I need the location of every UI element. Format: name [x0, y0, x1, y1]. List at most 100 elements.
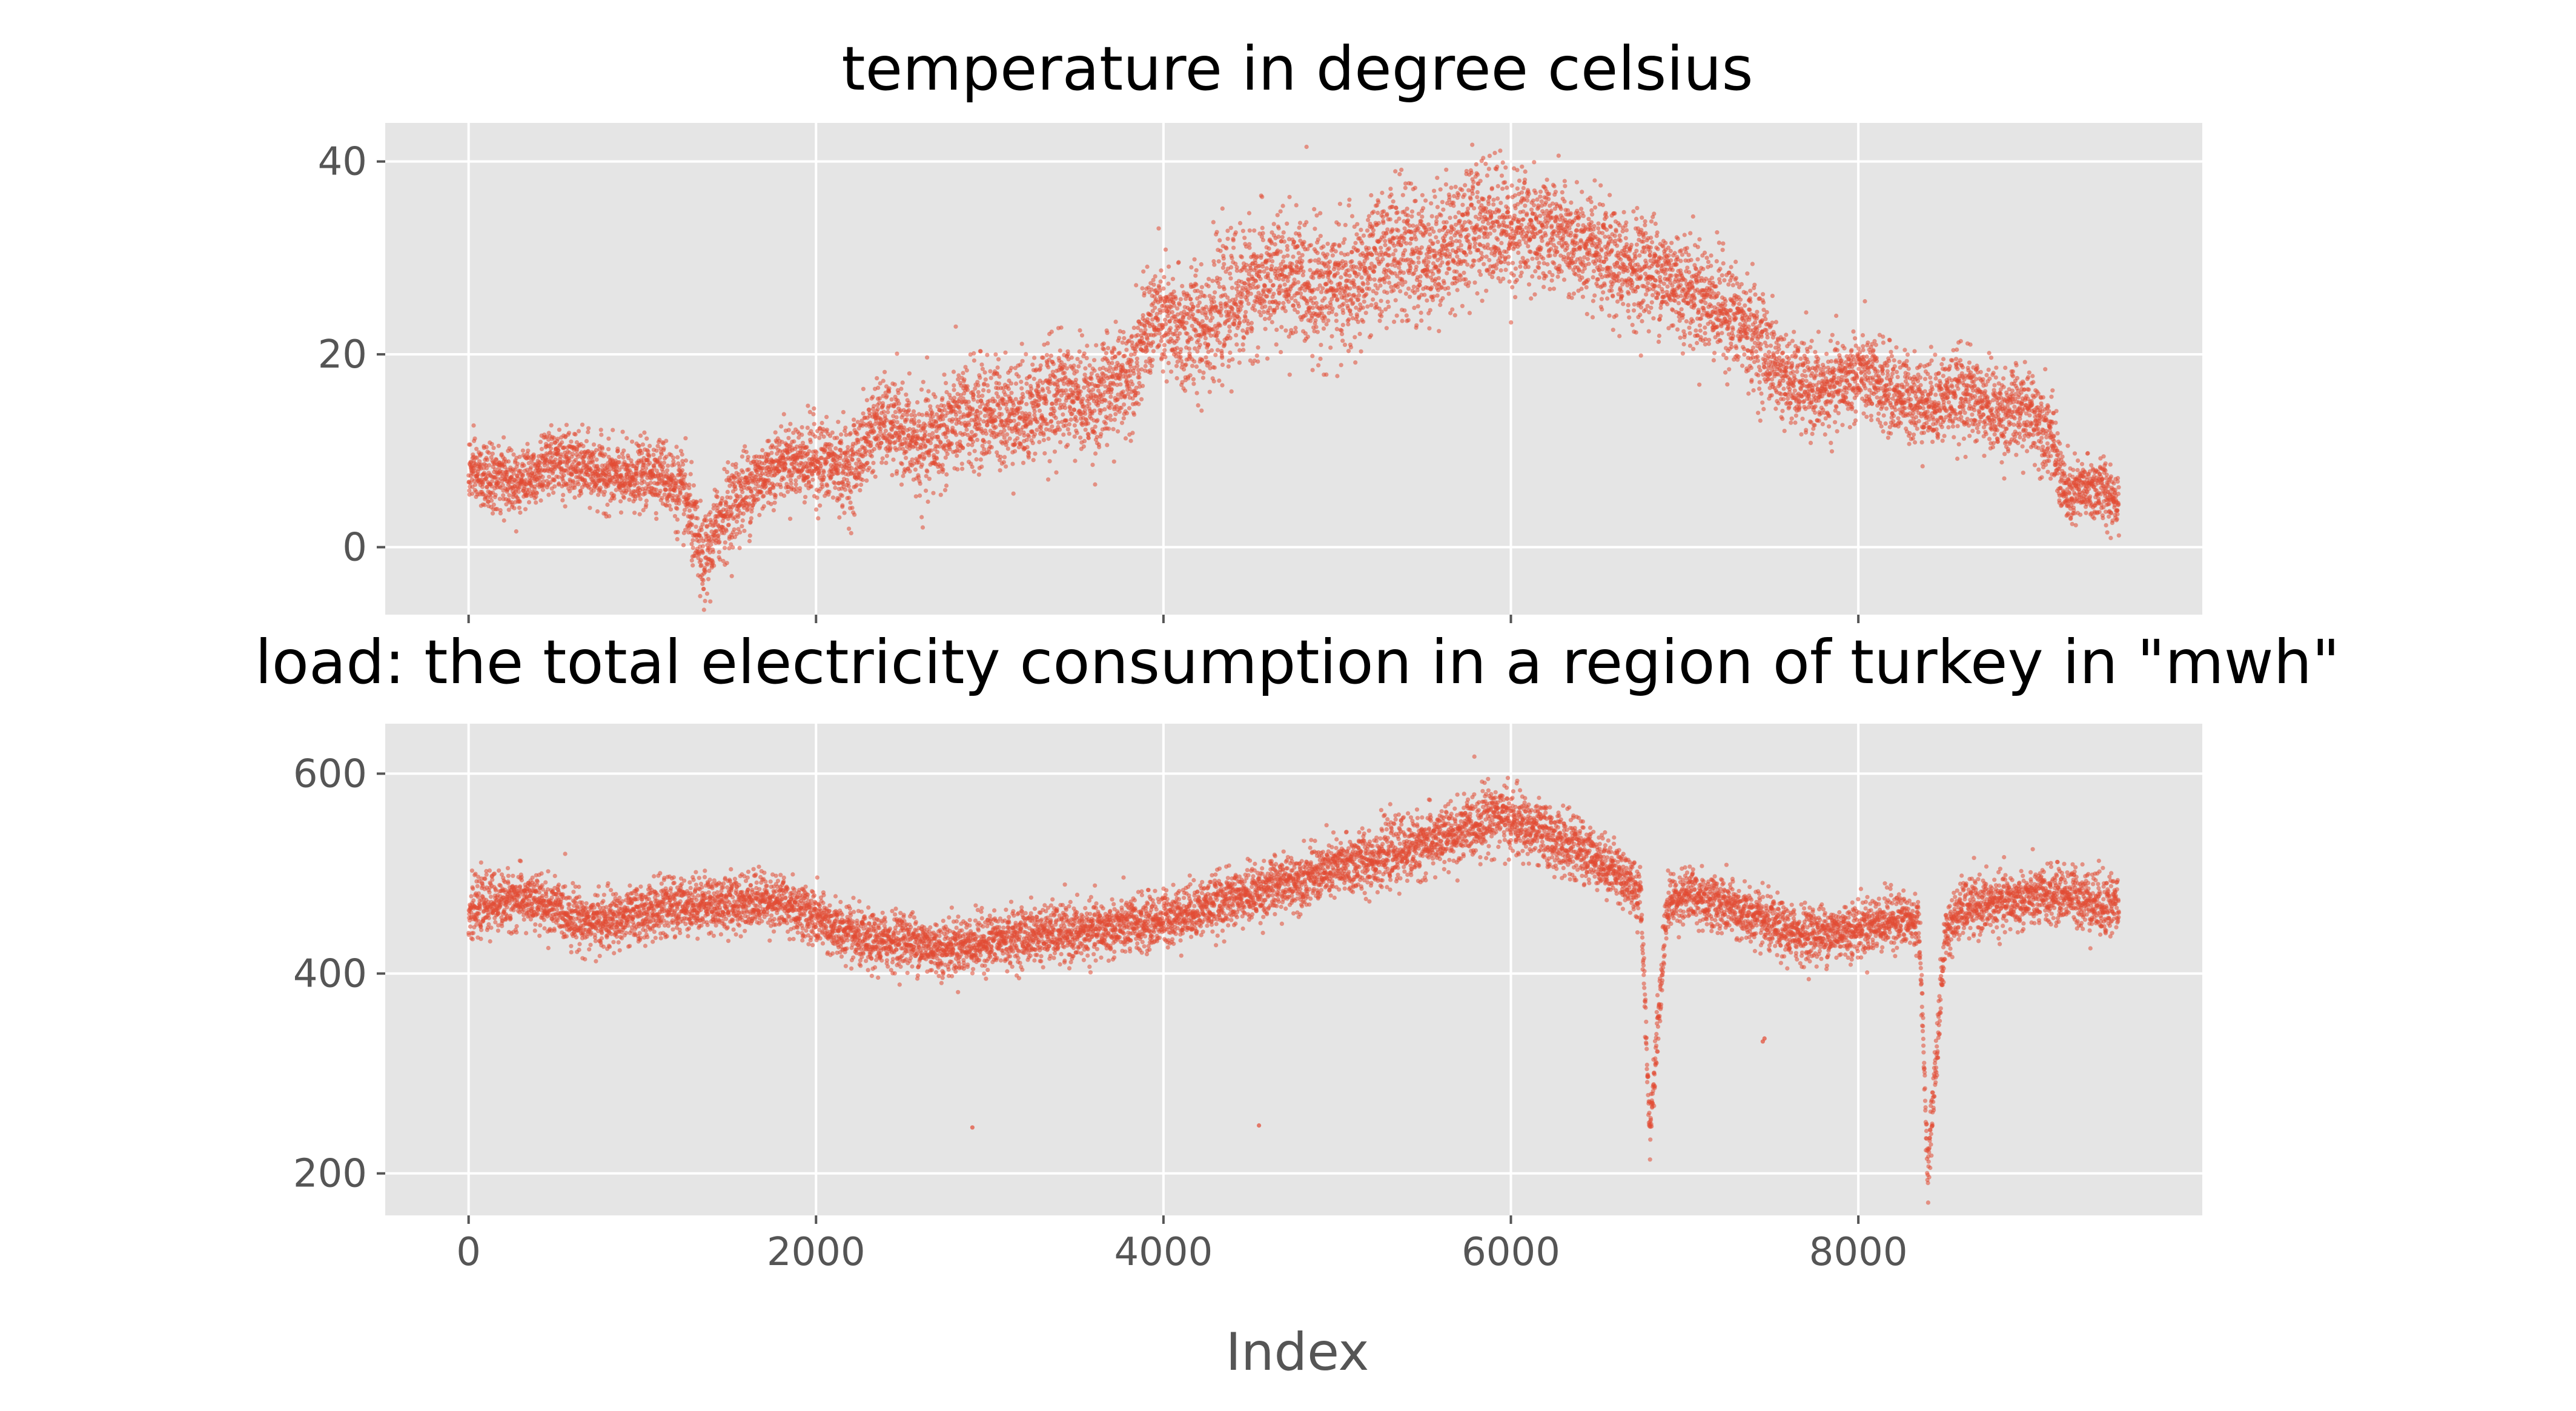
data-point: [1088, 363, 1092, 368]
data-point: [870, 454, 874, 458]
data-point: [1104, 421, 1108, 426]
data-point: [708, 600, 712, 604]
data-point: [1194, 329, 1198, 333]
data-point: [1263, 327, 1268, 331]
data-point: [1137, 375, 1142, 379]
data-point: [1041, 388, 1045, 392]
data-point: [921, 525, 925, 529]
data-point: [817, 436, 821, 440]
data-point: [606, 447, 611, 451]
data-point: [509, 448, 514, 452]
data-point: [841, 410, 846, 414]
data-point: [700, 522, 704, 526]
data-point: [782, 494, 786, 498]
data-point: [1046, 365, 1050, 369]
data-point: [1012, 403, 1016, 408]
data-point: [929, 448, 933, 452]
data-point: [1212, 379, 1216, 383]
data-point: [1262, 310, 1266, 314]
data-point: [950, 441, 954, 446]
data-point: [1050, 401, 1055, 406]
data-point: [1220, 383, 1224, 388]
data-point: [1093, 451, 1098, 455]
data-point: [1235, 268, 1239, 273]
data-point: [809, 440, 813, 444]
data-point: [875, 376, 879, 380]
data-point: [1318, 357, 1322, 361]
data-point: [1125, 411, 1129, 415]
data-point: [569, 440, 573, 444]
data-point: [591, 454, 595, 458]
data-point: [552, 484, 557, 489]
data-point: [1198, 343, 1202, 347]
data-point: [725, 561, 729, 565]
data-point: [1212, 300, 1216, 304]
data-point: [1256, 345, 1260, 349]
data-point: [893, 410, 898, 414]
data-point: [1150, 364, 1154, 368]
data-point: [825, 460, 829, 464]
data-point: [973, 386, 977, 391]
data-point: [580, 423, 584, 427]
data-point: [692, 483, 696, 487]
data-point: [1322, 326, 1326, 331]
data-point: [998, 455, 1002, 459]
data-point: [1168, 326, 1173, 330]
data-point: [994, 425, 998, 429]
data-point: [929, 441, 933, 445]
data-point: [534, 500, 538, 504]
data-point: [1063, 406, 1067, 410]
data-point: [789, 481, 793, 486]
data-point: [1265, 357, 1270, 361]
data-point: [644, 498, 649, 503]
data-point: [586, 426, 591, 431]
data-point: [607, 514, 611, 518]
data-point: [800, 432, 804, 437]
data-point: [1019, 399, 1024, 403]
data-point: [884, 429, 888, 433]
data-point: [1183, 389, 1187, 393]
data-point: [886, 410, 890, 414]
data-point: [819, 464, 823, 468]
data-point: [899, 483, 904, 487]
data-point: [1002, 455, 1007, 459]
data-point: [694, 524, 698, 529]
data-point: [1167, 361, 1171, 365]
data-point: [940, 396, 944, 400]
data-point: [1015, 436, 1019, 440]
data-point: [1153, 332, 1157, 337]
data-point: [1250, 321, 1254, 325]
data-point: [767, 439, 771, 443]
data-point: [1260, 195, 1264, 199]
data-point: [726, 460, 730, 464]
data-point: [865, 398, 869, 402]
data-point: [907, 408, 911, 412]
data-point: [1286, 300, 1291, 304]
data-point: [725, 470, 729, 474]
data-point: [578, 461, 582, 466]
data-point: [1190, 364, 1194, 368]
data-point: [1131, 371, 1136, 375]
data-point: [1010, 462, 1015, 466]
data-point: [483, 503, 487, 507]
data-point: [1064, 388, 1068, 392]
data-point: [526, 449, 530, 453]
data-point: [1247, 302, 1251, 306]
data-point: [1132, 412, 1136, 417]
data-point: [1151, 349, 1156, 353]
data-point: [1071, 363, 1076, 368]
data-point: [1107, 369, 1111, 373]
data-point: [1329, 334, 1334, 339]
data-point: [647, 461, 652, 465]
data-point: [711, 550, 715, 554]
data-point: [979, 363, 984, 367]
data-point: [1200, 319, 1205, 323]
data-point: [727, 546, 731, 550]
data-point: [617, 460, 621, 464]
data-point: [1033, 432, 1037, 437]
data-point: [1296, 310, 1300, 314]
data-point: [961, 446, 965, 450]
data-point: [689, 472, 693, 476]
data-point: [1229, 226, 1233, 230]
data-point: [568, 458, 572, 463]
